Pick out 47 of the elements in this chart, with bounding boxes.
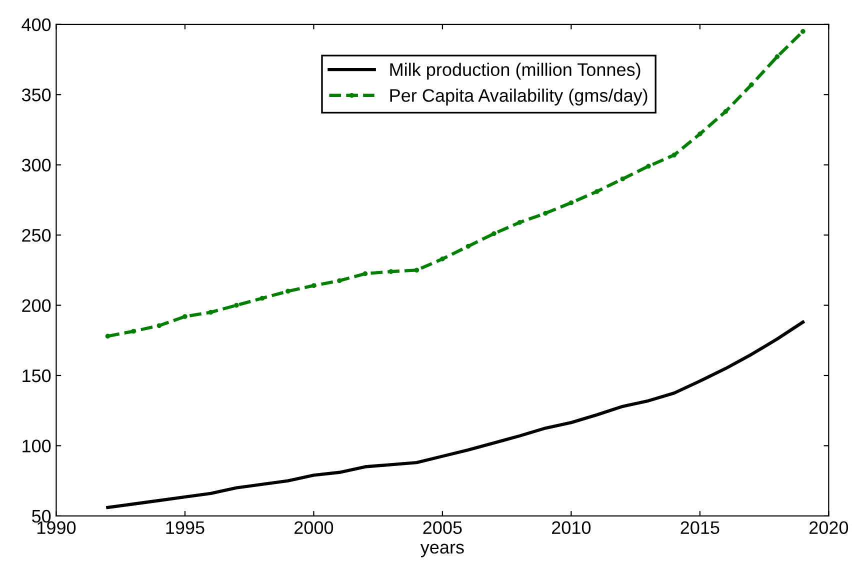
point — [105, 334, 110, 339]
y-tick-label: 250 — [22, 228, 51, 242]
point — [311, 283, 316, 288]
y-tick-label: 350 — [22, 88, 51, 102]
x-tick-label: 2005 — [423, 521, 462, 534]
y-tick-label: 300 — [22, 158, 51, 172]
point — [723, 109, 728, 114]
point — [646, 164, 651, 169]
x-tick-label: 2010 — [552, 521, 591, 534]
point — [517, 220, 522, 225]
point — [208, 310, 214, 315]
point — [492, 231, 496, 236]
point — [182, 314, 188, 319]
point — [568, 200, 574, 206]
point — [234, 302, 239, 308]
point — [131, 328, 136, 334]
legend-label: Milk production (million Tonnes) — [390, 62, 640, 80]
x-tick-label: 2000 — [294, 521, 334, 534]
x-axis-title: years — [420, 544, 464, 558]
x-tick-label: 2015 — [680, 521, 720, 534]
point — [156, 323, 162, 328]
point — [698, 132, 702, 136]
point — [594, 189, 600, 194]
y-tick-label: 50 — [32, 510, 51, 523]
point — [362, 271, 368, 276]
point — [748, 82, 754, 88]
y-tick-label: 200 — [22, 299, 51, 312]
point — [800, 28, 806, 34]
point — [388, 269, 394, 274]
point — [260, 296, 265, 301]
line-series — [106, 320, 805, 510]
point — [672, 152, 677, 158]
point — [620, 176, 626, 182]
point — [337, 278, 342, 284]
point — [440, 256, 445, 262]
x-tick-label: 1995 — [166, 521, 204, 534]
point — [466, 244, 471, 249]
point — [286, 288, 290, 294]
legend-label: Per Capita Availability (gms/day) — [390, 88, 648, 106]
y-tick-label: 150 — [22, 369, 51, 382]
x-tick-label: 1990 — [38, 521, 76, 534]
point — [414, 268, 420, 273]
point — [543, 210, 548, 216]
y-tick-label: 400 — [22, 18, 51, 32]
x-tick-label: 2020 — [809, 521, 848, 534]
y-tick-label: 100 — [22, 440, 51, 452]
point — [774, 54, 780, 60]
